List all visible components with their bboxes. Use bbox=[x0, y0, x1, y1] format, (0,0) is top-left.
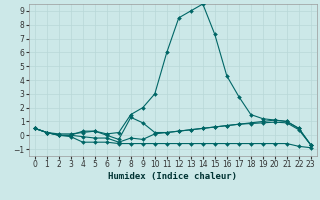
X-axis label: Humidex (Indice chaleur): Humidex (Indice chaleur) bbox=[108, 172, 237, 181]
